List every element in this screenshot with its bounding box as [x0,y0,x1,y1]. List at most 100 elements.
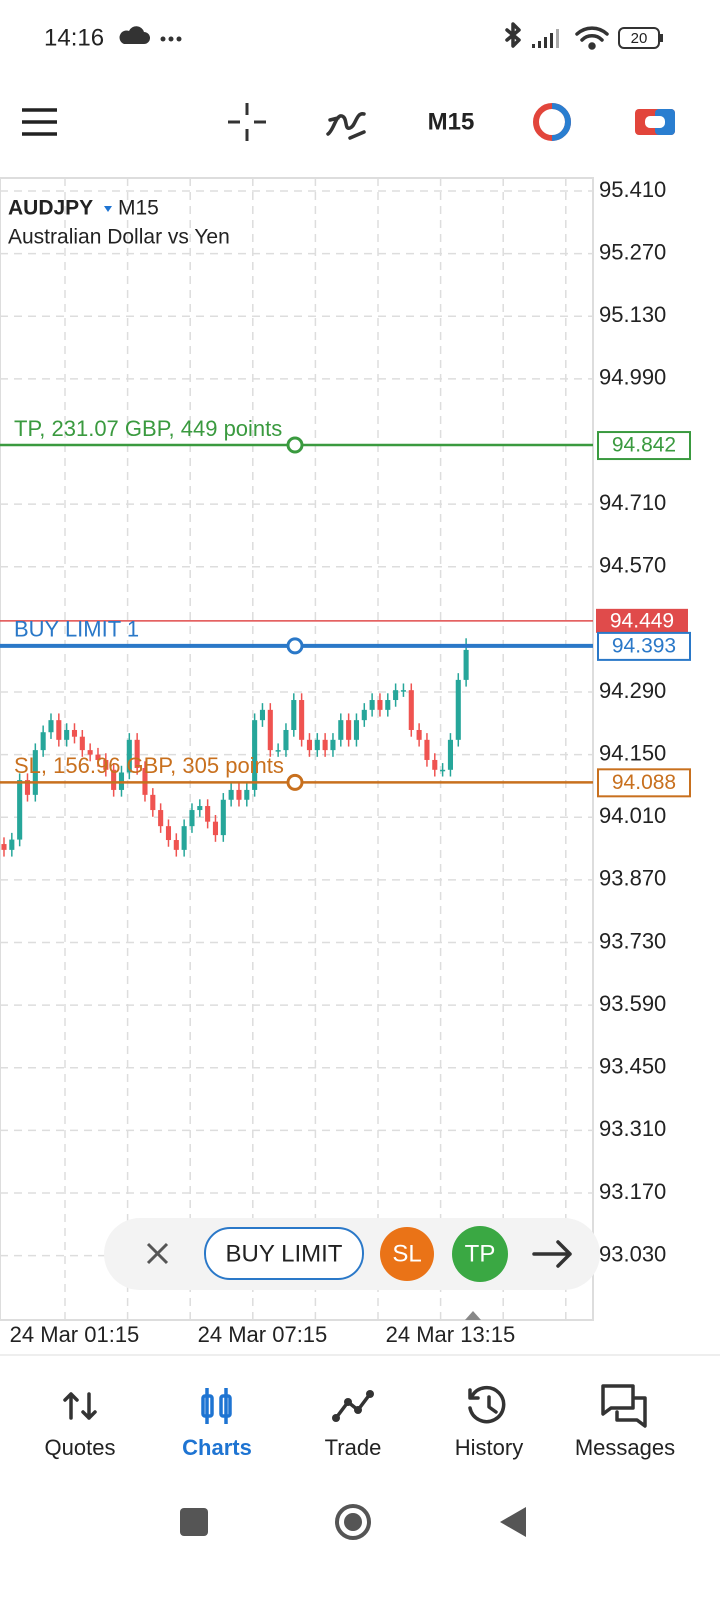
bluetooth-icon [505,22,521,48]
y-tick-label: 95.410 [599,177,666,202]
candle-body [220,799,226,836]
bid-price: 94.449 [610,609,674,632]
tp-label[interactable]: TP [465,1240,496,1267]
nav-label[interactable]: History [455,1435,523,1460]
objects-button[interactable] [533,103,571,141]
sl-button[interactable] [380,1227,434,1281]
candle-body [252,720,258,790]
level-price: 94.842 [612,434,676,457]
candle-body [205,806,211,822]
nav-bar: Quotes Charts Trade History Messages [45,1435,676,1460]
level-tag [597,631,691,661]
home-dot[interactable] [344,1513,362,1531]
candle-body [17,780,23,840]
candle-body [212,821,219,836]
trade-icon[interactable] [332,1390,374,1422]
candle-body [236,789,242,800]
y-tick-label: 94.990 [599,365,666,390]
x-tick-label: 24 Mar 01:15 [10,1322,140,1347]
y-tick-label: 95.130 [599,302,666,327]
level-tag [597,431,691,461]
more-icon [160,36,182,42]
candle-body [228,789,234,800]
y-tick-label: 93.590 [599,991,666,1016]
level-label: SL, 156.96 GBP, 305 points [14,753,284,778]
chart: 95.410 95.270 95.130 94.990 94.710 94.570 94.2… [0,177,691,1347]
level-tag [597,768,691,798]
candle-body [71,729,78,737]
candle-body [361,709,367,721]
history-icon[interactable] [468,1385,506,1424]
order-type[interactable]: BUY LIMIT [226,1240,343,1267]
recents-button[interactable] [180,1508,208,1536]
charts-icon[interactable] [201,1388,232,1424]
candle-body [48,720,54,733]
timeframe-button[interactable]: M15 [428,108,475,135]
symbol-dropdown[interactable] [104,206,112,212]
candle-body [126,739,132,773]
candle-body [377,700,383,710]
menu-button[interactable] [22,108,57,136]
candle-body [330,739,336,751]
candle-body [440,769,446,772]
candle-body [432,759,438,770]
candle-body [322,739,328,751]
candle-body [314,739,320,751]
x-tick-label: 24 Mar 13:15 [386,1322,516,1347]
level-handle[interactable] [286,773,304,791]
candle-body [87,750,93,755]
nav-label[interactable]: Quotes [45,1435,116,1460]
candle-body [424,739,430,760]
candle-body [291,700,297,730]
next-button[interactable] [532,1240,572,1268]
candle-body [150,794,156,811]
quotes-icon[interactable] [63,1392,97,1420]
candle-body [32,750,38,795]
order-type-button[interactable] [204,1227,364,1280]
back-button[interactable] [500,1507,526,1537]
y-tick-label: 93.170 [599,1179,666,1204]
candle-body [1,844,7,850]
status-time: 14:16 [44,24,104,51]
candle-body [447,739,453,770]
nav-label[interactable]: Messages [575,1435,675,1460]
candle-body [189,810,195,827]
candle-body [40,732,46,751]
chart-symbol[interactable]: AUDJPY [8,197,93,220]
battery-icon [618,27,660,49]
level-label: TP, 231.07 GBP, 449 points [14,416,282,441]
indicators-button[interactable] [326,112,366,140]
candle-body [385,700,391,710]
nav-divider [0,1354,720,1356]
nav-label[interactable]: Trade [325,1435,382,1460]
tp-button[interactable] [452,1226,508,1282]
candle-body [299,700,305,740]
home-button[interactable] [335,1504,371,1540]
nav-label[interactable]: Charts [182,1435,252,1460]
y-tick-label: 94.290 [599,678,666,703]
candle-body [197,806,203,811]
close-button[interactable] [146,1242,169,1265]
candle-body [24,780,31,795]
candle-body [244,789,250,800]
y-tick-label: 95.270 [599,239,666,264]
chart-timeframe: M15 [118,197,159,220]
candle-body [408,690,414,730]
candle-body [275,750,281,752]
sl-label[interactable]: SL [392,1240,421,1267]
candle-body [79,736,85,751]
candle-body [400,690,406,692]
messages-icon[interactable] [601,1384,647,1428]
trade-button[interactable] [635,109,675,135]
candle-body [338,720,344,740]
level-handle[interactable] [286,637,304,655]
crosshair-button[interactable] [228,103,266,141]
level-label: BUY LIMIT 1 [14,617,139,642]
y-tick-label: 94.710 [599,490,666,515]
battery-level: 20 [631,30,648,47]
candle-body [103,759,109,770]
scroll-marker [465,1311,481,1320]
level-handle[interactable] [286,436,304,454]
